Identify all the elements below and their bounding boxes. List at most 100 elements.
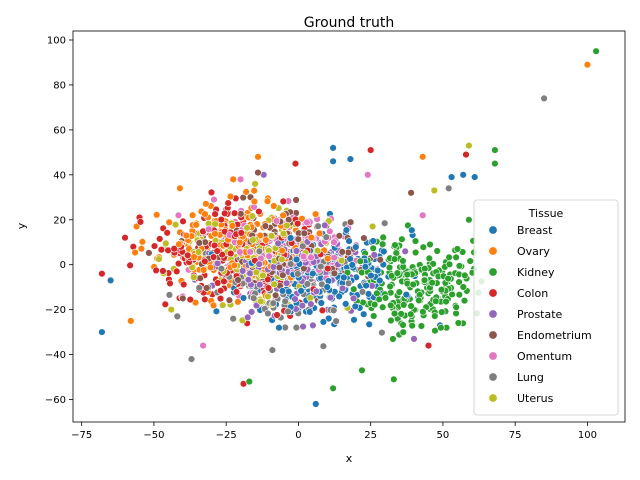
point-kidney xyxy=(407,302,415,310)
point-ovary xyxy=(256,231,264,240)
point-colon xyxy=(150,242,159,250)
point-breast xyxy=(342,226,351,234)
point-prostate xyxy=(256,281,264,289)
point-colon xyxy=(264,284,273,292)
point-breast xyxy=(297,287,305,295)
point-uterus xyxy=(430,186,438,195)
point-ovary xyxy=(298,215,306,223)
point-ovary xyxy=(182,231,191,240)
point-prostate xyxy=(244,313,252,322)
point-uterus xyxy=(171,221,180,229)
point-endometrium xyxy=(330,269,339,278)
point-colon xyxy=(232,288,241,296)
point-omentum xyxy=(210,195,218,204)
y-axis: −60 −40 −20 0 20 40 60 80 100 xyxy=(45,35,73,406)
x-tick-label: −25 xyxy=(216,430,237,441)
point-ovary xyxy=(165,218,173,227)
point-uterus xyxy=(243,224,251,232)
point-prostate xyxy=(309,321,317,330)
point-endometrium xyxy=(300,229,308,238)
point-kidney xyxy=(370,312,378,320)
point-endometrium xyxy=(346,218,355,226)
legend-label-colon: Colon xyxy=(517,287,548,300)
point-kidney xyxy=(378,240,387,248)
point-breast xyxy=(278,287,287,295)
chart-title: Ground truth xyxy=(304,15,394,31)
point-colon xyxy=(279,197,287,206)
legend-label-lung: Lung xyxy=(517,371,544,384)
point-lung xyxy=(281,323,289,332)
point-colon xyxy=(184,251,192,260)
point-uterus xyxy=(251,180,259,188)
point-endometrium xyxy=(225,296,234,304)
point-ovary xyxy=(254,153,262,161)
point-colon xyxy=(164,246,172,255)
point-kidney xyxy=(437,286,446,294)
point-breast xyxy=(309,269,317,278)
point-ovary xyxy=(230,261,239,270)
y-tick-label: 0 xyxy=(60,260,66,271)
point-kidney xyxy=(397,310,405,318)
point-colon xyxy=(264,275,272,284)
point-colon xyxy=(216,294,225,303)
point-kidney xyxy=(358,366,366,374)
point-kidney xyxy=(438,308,446,316)
point-colon xyxy=(201,257,209,266)
point-ovary xyxy=(176,184,184,193)
point-kidney xyxy=(431,327,439,335)
point-omentum xyxy=(303,218,311,227)
point-kidney xyxy=(466,257,474,265)
legend-label-endometrium: Endometrium xyxy=(517,329,592,342)
point-uterus xyxy=(249,236,257,244)
point-prostate xyxy=(338,284,347,293)
point-kidney xyxy=(444,274,452,283)
legend-marker-ovary xyxy=(488,246,498,256)
point-uterus xyxy=(278,255,286,263)
point-uterus xyxy=(167,305,176,314)
point-kidney xyxy=(417,322,426,330)
point-breast xyxy=(362,281,370,290)
point-lung xyxy=(358,288,367,296)
point-kidney xyxy=(391,241,399,249)
point-lung xyxy=(344,279,353,287)
point-lung xyxy=(445,184,453,193)
point-omentum xyxy=(265,252,273,260)
y-tick-label: 80 xyxy=(53,80,66,91)
points-layer xyxy=(98,47,600,408)
point-kidney xyxy=(419,308,427,316)
point-colon xyxy=(294,219,302,228)
point-breast xyxy=(402,290,410,299)
point-breast xyxy=(380,247,388,256)
point-colon xyxy=(157,246,166,254)
point-kidney xyxy=(453,245,462,253)
y-tick-label: −20 xyxy=(45,305,66,316)
point-kidney xyxy=(399,257,407,265)
x-tick-label: 25 xyxy=(364,430,377,441)
point-ovary xyxy=(315,229,324,238)
x-axis-label: x xyxy=(346,452,353,465)
point-colon xyxy=(217,215,226,224)
point-kidney xyxy=(415,296,423,305)
point-prostate xyxy=(321,221,329,230)
point-kidney xyxy=(442,297,450,306)
point-lung xyxy=(264,309,272,318)
point-breast xyxy=(292,255,301,264)
point-kidney xyxy=(379,303,387,311)
point-breast xyxy=(329,144,337,152)
point-breast xyxy=(471,173,479,181)
point-colon xyxy=(152,266,160,275)
point-omentum xyxy=(272,217,281,225)
point-breast xyxy=(342,300,350,308)
point-kidney xyxy=(425,254,433,263)
point-breast xyxy=(367,271,375,280)
x-axis: −75 −50 −25 0 25 50 75 100 xyxy=(71,422,597,441)
point-kidney xyxy=(399,328,407,336)
legend-marker-omentum xyxy=(488,351,498,361)
point-breast xyxy=(345,237,353,245)
point-prostate xyxy=(292,247,301,255)
point-lung xyxy=(332,317,340,325)
x-tick-label: −75 xyxy=(71,430,92,441)
point-prostate xyxy=(246,269,254,277)
point-ovary xyxy=(311,210,320,218)
point-prostate xyxy=(239,267,247,275)
